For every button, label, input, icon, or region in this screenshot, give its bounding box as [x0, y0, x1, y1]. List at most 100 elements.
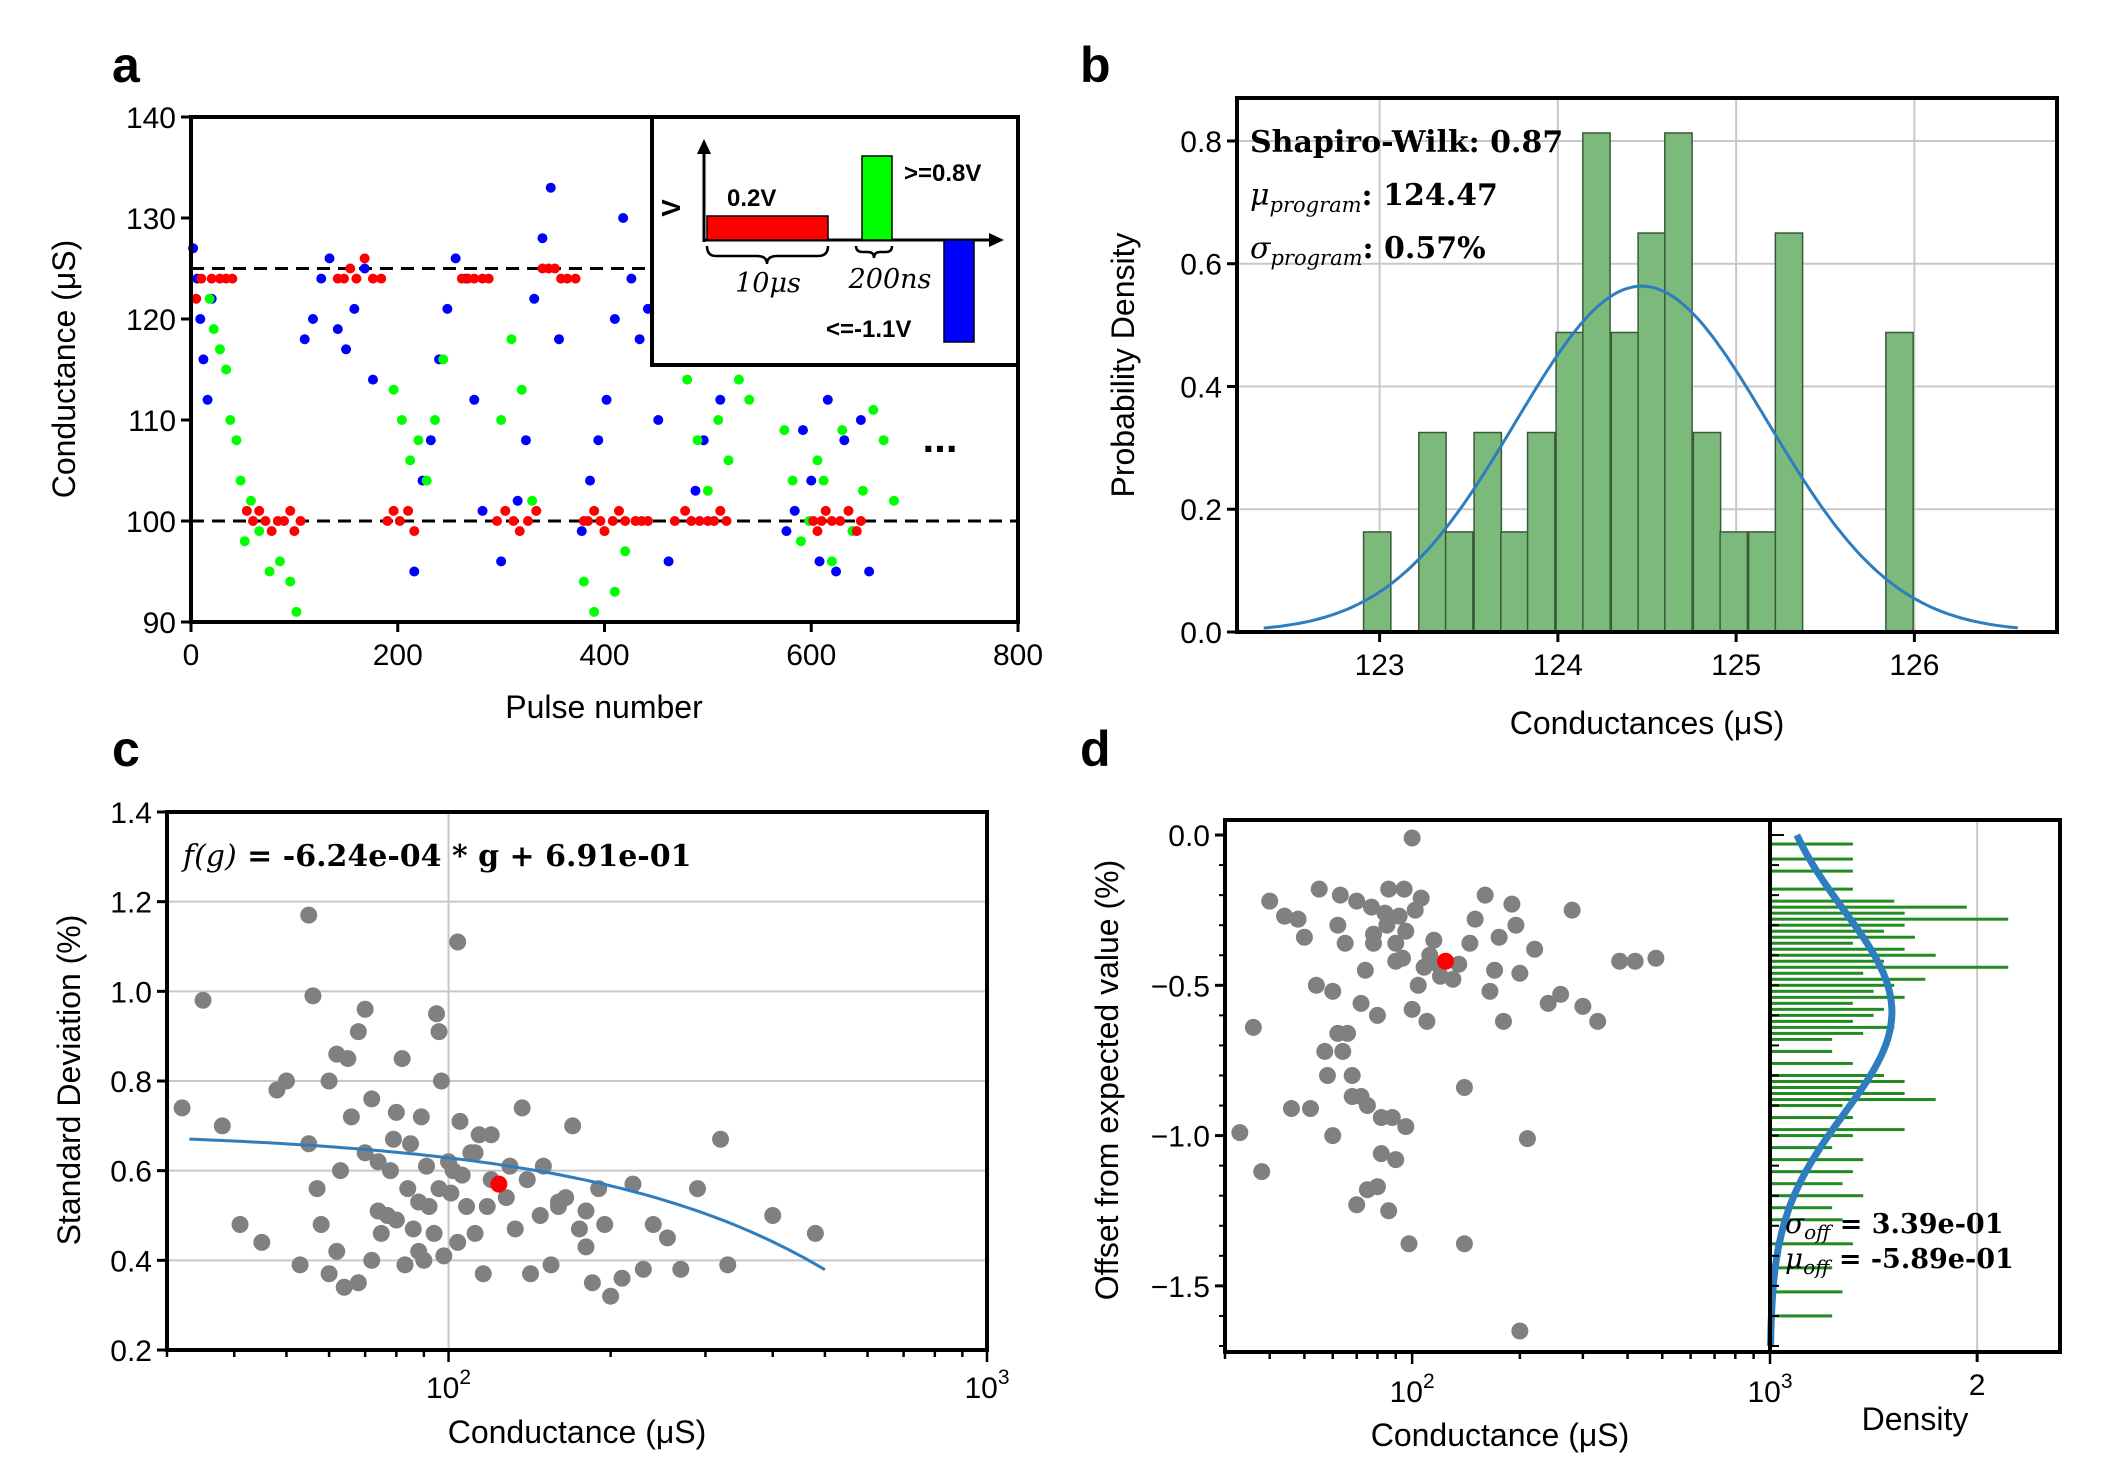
histogram-bar [1555, 331, 1585, 633]
data-point [466, 1224, 484, 1242]
data-point [1380, 1202, 1398, 1220]
data-point-red [835, 516, 846, 526]
density-bar [1770, 1073, 1884, 1077]
pulse-gap-label: 200ns [848, 264, 932, 295]
data-point [1503, 895, 1521, 913]
data-point [342, 1108, 360, 1126]
data-point-red [620, 516, 631, 526]
pulse-width-label: 10μs [735, 268, 801, 299]
y-tick-label: 130 [126, 203, 176, 236]
data-point-green [221, 364, 232, 375]
density-bar [1770, 923, 1905, 927]
data-point [1418, 1012, 1436, 1030]
data-point-red [227, 273, 238, 284]
data-point [470, 1126, 488, 1144]
tick-base: 10 [1747, 1376, 1780, 1409]
y-tick-label: 110 [128, 405, 176, 438]
data-point [1324, 982, 1342, 1000]
data-point [1397, 1118, 1415, 1136]
x-tick-label: 102 [1390, 1370, 1435, 1409]
data-point-red [285, 505, 296, 516]
data-point [412, 1108, 430, 1126]
density-bar [1770, 1061, 1853, 1065]
density-bar [1770, 1194, 1864, 1198]
y-tick-label: 0.4 [1180, 371, 1222, 404]
data-point [1282, 1100, 1300, 1118]
data-point [1511, 1322, 1529, 1340]
data-point [396, 1256, 414, 1274]
data-point-red [680, 505, 691, 516]
data-point-green [405, 455, 416, 466]
y-tick-label: −1.0 [1151, 1121, 1210, 1154]
data-point-blue [554, 334, 565, 345]
data-point [277, 1072, 295, 1090]
y-tick-label: 0.4 [110, 1245, 152, 1278]
y-tick-label: 0.0 [1168, 820, 1210, 853]
data-point [1461, 934, 1479, 952]
density-bar [1770, 941, 1853, 945]
data-point-green [208, 324, 219, 335]
data-point [596, 1215, 614, 1233]
data-point [253, 1233, 271, 1251]
data-point [312, 1215, 330, 1233]
data-point [577, 1238, 595, 1256]
density-bar [1770, 971, 1864, 975]
density-bar [1770, 1314, 1833, 1318]
data-point-red [514, 526, 525, 537]
inset-v-label: V [656, 199, 686, 217]
normal-fit-curve [1263, 284, 2018, 630]
density-bar [1770, 995, 1905, 999]
data-point [613, 1269, 631, 1287]
data-point [1276, 907, 1294, 925]
y-tick-label: −0.5 [1151, 970, 1210, 1003]
x-tick-label: 600 [786, 639, 836, 672]
data-point [1466, 910, 1484, 928]
mu-off-value: = -5.89e-01 [1829, 1244, 2013, 1275]
data-point-blue [477, 505, 488, 516]
data-point-green [235, 475, 246, 486]
data-point-green [254, 526, 265, 537]
inset-t-arrowhead [989, 233, 1004, 247]
sigma-off-symbol: σ [1785, 1207, 1805, 1240]
data-point [478, 1198, 496, 1216]
x-tick-label: 0 [183, 639, 200, 672]
data-point [531, 1207, 549, 1224]
data-point [387, 1211, 405, 1229]
y-tick-label: 120 [126, 304, 176, 337]
data-point-green [291, 606, 302, 617]
data-point-green [396, 415, 407, 425]
data-point-blue [715, 394, 726, 405]
data-point-red [669, 516, 680, 526]
data-point-red [376, 273, 387, 284]
data-point-green [878, 435, 889, 446]
mu-symbol: μ [1250, 178, 1270, 213]
density-bar [1770, 887, 1853, 891]
panel-a-xlabel: Pulse number [505, 689, 703, 725]
panel-label-c: c [112, 721, 140, 777]
data-point [1301, 1100, 1319, 1118]
density-bar [1770, 1019, 1853, 1023]
data-point [1518, 1130, 1536, 1148]
data-point-blue [324, 253, 335, 264]
data-point-blue [831, 566, 842, 577]
data-point [417, 1157, 435, 1175]
density-bar [1770, 911, 1905, 915]
data-point-green [826, 556, 837, 567]
data-point [1329, 1024, 1347, 1042]
density-bar [1770, 929, 1884, 933]
data-point-blue [797, 425, 808, 436]
data-point [1425, 931, 1443, 949]
density-x-tick-label: 2 [1969, 1369, 1986, 1402]
density-bar [1770, 1025, 1895, 1029]
data-point-blue [425, 435, 436, 446]
data-point [173, 1099, 191, 1117]
shapiro-wilk-annotation: Shapiro-Wilk: 0.87 [1250, 125, 1563, 160]
density-bar [1770, 905, 1967, 909]
reset-pulse-bar [943, 239, 975, 343]
data-point-red [191, 293, 202, 304]
sigma-subscript: program [1270, 246, 1362, 270]
y-tick-label: 0.2 [1180, 494, 1222, 527]
data-point [1455, 1235, 1473, 1253]
data-point [194, 991, 212, 1009]
